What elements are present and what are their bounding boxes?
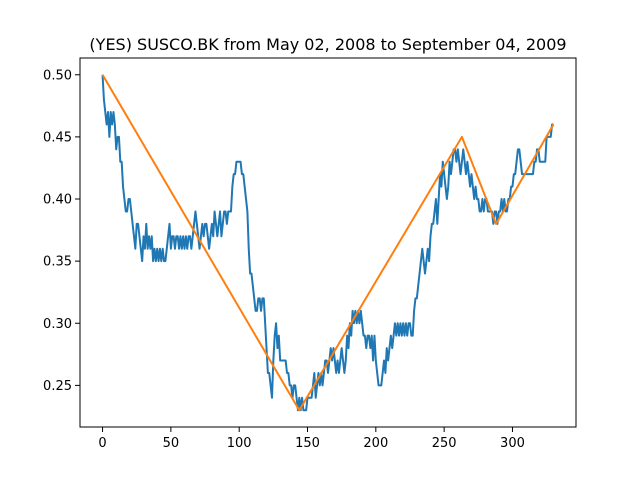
y-tick-label: 0.50	[43, 68, 72, 83]
x-tick-label: 100	[227, 436, 252, 451]
x-tick-label: 250	[432, 436, 457, 451]
x-tick-label: 0	[98, 436, 106, 451]
series-layer	[101, 74, 555, 412]
y-tick-label: 0.45	[43, 130, 72, 145]
x-tick-label: 150	[295, 436, 320, 451]
series-line-1	[101, 74, 554, 412]
y-tick-label: 0.40	[43, 193, 72, 208]
series-line-2	[101, 74, 555, 412]
x-tick-label: 200	[363, 436, 388, 451]
plot-frame	[79, 57, 577, 428]
chart-title: (YES) SUSCO.BK from May 02, 2008 to Sept…	[89, 35, 566, 54]
y-tick-label: 0.25	[43, 379, 72, 394]
y-tick-label: 0.35	[43, 255, 72, 270]
x-tick-label: 300	[500, 436, 525, 451]
y-tick-label: 0.30	[43, 317, 72, 332]
ticks-layer: 0 50 100 150 200 250 300 0.25 0.30 0.35 0.40 0.45 0.…	[43, 68, 525, 451]
x-tick-label: 50	[163, 436, 180, 451]
